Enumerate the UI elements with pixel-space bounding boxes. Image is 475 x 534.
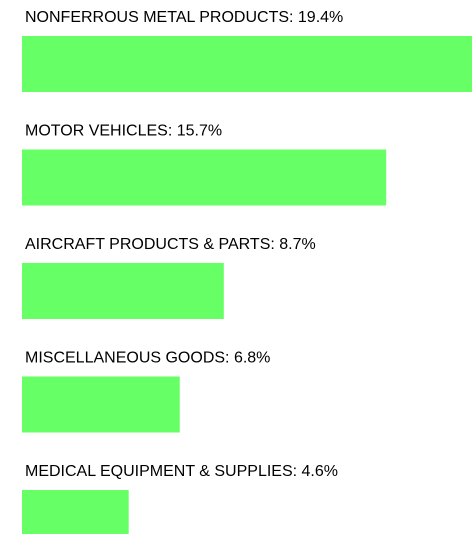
bar-label: MOTOR VEHICLES: 15.7% xyxy=(25,123,222,140)
bar xyxy=(22,490,129,534)
bar-label: NONFERROUS METAL PRODUCTS: 19.4% xyxy=(25,9,343,26)
bar xyxy=(22,263,224,319)
bar-label: AIRCRAFT PRODUCTS & PARTS: 8.7% xyxy=(25,236,316,253)
bar-label: MISCELLANEOUS GOODS: 6.8% xyxy=(25,350,270,367)
bar xyxy=(22,36,472,92)
bar xyxy=(22,149,387,206)
bar xyxy=(22,376,180,433)
bar-label: MEDICAL EQUIPMENT & SUPPLIES: 4.6% xyxy=(25,463,338,480)
